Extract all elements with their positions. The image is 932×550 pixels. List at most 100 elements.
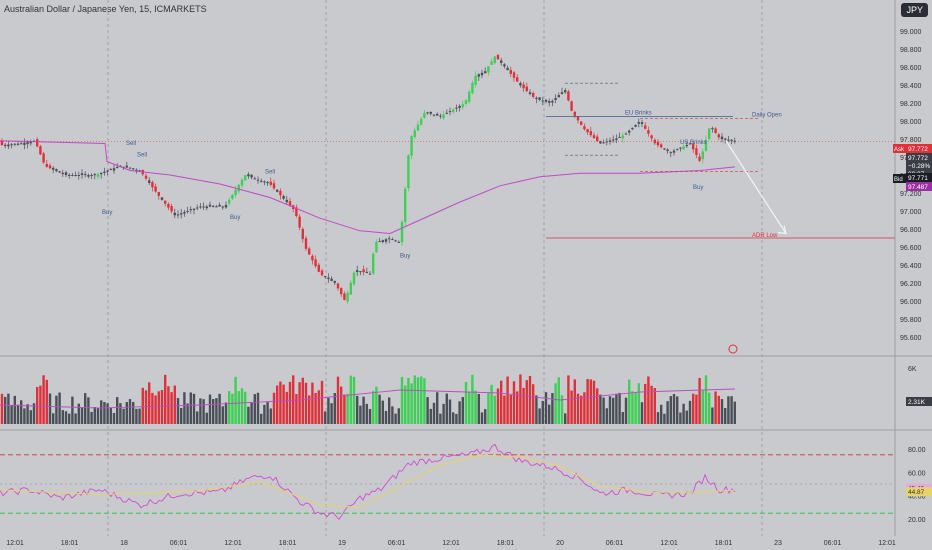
candle-body xyxy=(644,125,647,129)
x-tick-label: 12:01 xyxy=(660,540,678,547)
candle-body xyxy=(592,135,596,139)
volume-bar xyxy=(148,382,151,424)
candle-body xyxy=(477,74,480,77)
candle-body xyxy=(618,136,621,138)
candle-body xyxy=(186,210,189,212)
volume-bar xyxy=(253,394,256,424)
candle-body xyxy=(682,146,685,150)
candle-body xyxy=(621,135,624,139)
candle-body xyxy=(519,82,522,86)
volume-bar xyxy=(432,402,436,424)
volume-bar xyxy=(407,377,410,424)
candle-body xyxy=(23,142,26,145)
volume-bar xyxy=(544,392,548,424)
volume-bar xyxy=(528,376,532,424)
volume-bar xyxy=(10,405,13,424)
volume-bar xyxy=(522,387,525,424)
volume-bar xyxy=(52,413,55,424)
candle-body xyxy=(276,189,279,192)
volume-bar xyxy=(567,375,570,424)
volume-bar xyxy=(448,399,452,424)
candle-body xyxy=(96,173,100,177)
volume-bar xyxy=(442,403,445,424)
candle-body xyxy=(125,165,128,168)
volume-bar xyxy=(592,380,596,424)
candle-body xyxy=(362,269,365,273)
candle-body xyxy=(407,155,410,189)
candle-body xyxy=(634,124,637,127)
volume-bar xyxy=(621,411,624,424)
volume-bar xyxy=(218,393,221,424)
volume-bar xyxy=(727,396,730,424)
candle-body xyxy=(532,92,535,97)
volume-bar xyxy=(311,382,314,424)
annotation-label: Daily Open xyxy=(752,113,782,119)
projection-arrow xyxy=(725,140,787,234)
volume-bar xyxy=(535,395,538,424)
volume-bar xyxy=(660,404,663,424)
volume-bar xyxy=(55,395,58,424)
volume-bar xyxy=(551,393,554,424)
volume-bar xyxy=(112,412,116,424)
x-tick-label: 18:01 xyxy=(715,540,733,547)
volume-bar xyxy=(682,403,685,424)
candle-body xyxy=(410,136,413,156)
volume-bar xyxy=(612,397,615,424)
candle-body xyxy=(192,208,196,211)
rsi-ma-value: 44.87 xyxy=(908,489,925,496)
volume-bar xyxy=(292,375,295,424)
volume-bar xyxy=(90,411,93,424)
candle-body xyxy=(128,167,132,169)
candle-body xyxy=(487,66,490,73)
candle-body xyxy=(224,204,228,208)
candle-body xyxy=(471,83,474,94)
candle-body xyxy=(202,206,205,208)
candle-body xyxy=(647,130,650,134)
candle-body xyxy=(212,205,215,207)
candle-body xyxy=(112,168,116,171)
candle-body xyxy=(484,71,487,74)
x-tick-label: 12:01 xyxy=(442,540,460,547)
candle-body xyxy=(237,184,240,192)
volume-bar xyxy=(180,407,183,424)
candle-body xyxy=(439,115,442,117)
candle-body xyxy=(522,84,525,89)
candle-body xyxy=(711,128,714,130)
candle-body xyxy=(352,272,356,285)
annotation-label: Buy xyxy=(400,254,410,260)
volume-bar xyxy=(237,391,240,424)
volume-bar xyxy=(109,407,112,424)
candle-body xyxy=(176,214,180,216)
candle-body xyxy=(0,140,4,146)
volume-bar xyxy=(461,397,464,424)
candle-body xyxy=(52,167,55,170)
volume-bar xyxy=(304,382,308,424)
candle-body xyxy=(36,139,39,147)
volume-bar xyxy=(570,390,573,424)
volume-bar xyxy=(589,379,592,424)
volume-bar xyxy=(445,393,448,424)
candle-body xyxy=(170,206,173,212)
candle-body xyxy=(423,113,426,118)
candle-body xyxy=(180,213,183,215)
currency-button[interactable]: JPY xyxy=(901,3,928,17)
volume-bar xyxy=(484,409,487,424)
annotation-label: Sell xyxy=(126,141,136,147)
volume-bar xyxy=(695,394,698,424)
candle-body xyxy=(26,142,29,145)
volume-bar xyxy=(260,413,263,424)
volume-bar xyxy=(663,413,666,424)
candle-body xyxy=(80,173,84,175)
volume-bar xyxy=(471,374,474,424)
volume-bar xyxy=(234,376,237,424)
volume-bar xyxy=(167,386,170,424)
ma-price-bg xyxy=(906,182,932,191)
candle-body xyxy=(564,90,567,93)
volume-bar xyxy=(624,397,628,424)
candle-body xyxy=(93,174,96,176)
candle-body xyxy=(708,128,711,139)
lightning-icon xyxy=(728,344,738,354)
volume-bar xyxy=(189,392,192,424)
candle-body xyxy=(333,281,336,283)
